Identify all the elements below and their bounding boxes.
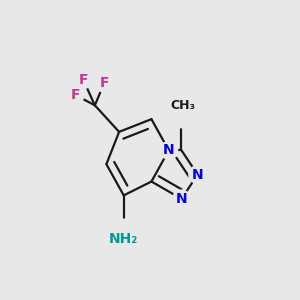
Circle shape [160, 142, 178, 159]
Text: CH₃: CH₃ [170, 99, 195, 112]
Text: F: F [70, 88, 80, 102]
Circle shape [95, 75, 113, 92]
Circle shape [66, 86, 84, 104]
Text: NH₂: NH₂ [109, 232, 138, 246]
Text: N: N [192, 168, 203, 182]
Circle shape [189, 166, 206, 183]
Text: F: F [99, 76, 109, 90]
Circle shape [173, 190, 190, 208]
Circle shape [74, 71, 92, 89]
Circle shape [168, 101, 195, 128]
Text: N: N [176, 192, 187, 206]
Text: N: N [163, 143, 175, 157]
Text: F: F [79, 73, 88, 87]
Circle shape [111, 219, 137, 245]
